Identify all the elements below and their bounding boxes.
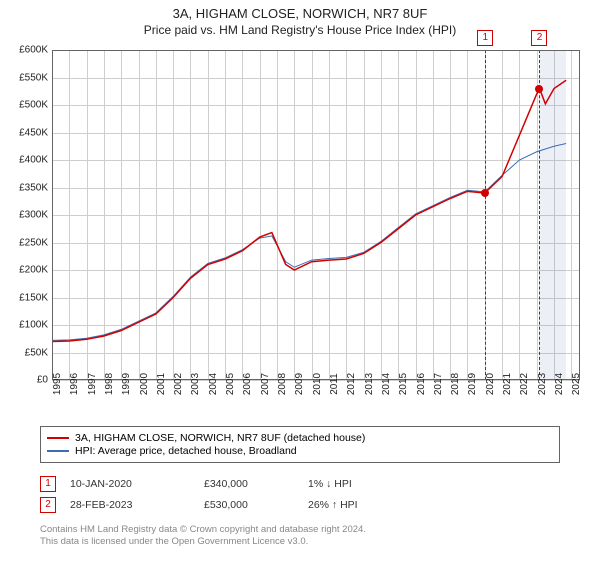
sale-row: 1 10-JAN-2020 £340,000 1% ↓ HPI — [40, 476, 560, 492]
x-axis-label: 2022 — [519, 373, 530, 395]
legend-label: HPI: Average price, detached house, Broa… — [75, 445, 297, 457]
y-axis-label: £250K — [6, 237, 48, 248]
y-axis-label: £500K — [6, 100, 48, 111]
sale-row: 2 28-FEB-2023 £530,000 26% ↑ HPI — [40, 497, 560, 513]
y-axis-label: £550K — [6, 72, 48, 83]
series-line — [52, 80, 566, 341]
x-axis-label: 2012 — [346, 373, 357, 395]
sale-index: 1 — [40, 476, 56, 492]
line-series-svg — [52, 50, 580, 380]
footer-attribution: Contains HM Land Registry data © Crown c… — [40, 524, 560, 549]
sale-price: £530,000 — [204, 499, 294, 511]
y-axis-label: £0 — [6, 375, 48, 386]
footer-line-1: Contains HM Land Registry data © Crown c… — [40, 524, 560, 536]
x-axis-label: 2025 — [571, 373, 582, 395]
legend: 3A, HIGHAM CLOSE, NORWICH, NR7 8UF (deta… — [40, 426, 560, 463]
legend-swatch — [47, 437, 69, 439]
y-axis-label: £600K — [6, 45, 48, 56]
x-axis-label: 2006 — [242, 373, 253, 395]
y-axis-label: £350K — [6, 182, 48, 193]
x-axis-label: 2014 — [381, 373, 392, 395]
x-axis-label: 2002 — [173, 373, 184, 395]
y-axis-label: £50K — [6, 347, 48, 358]
x-axis-label: 2009 — [294, 373, 305, 395]
x-axis-label: 2016 — [416, 373, 427, 395]
sale-marker-vline — [485, 50, 486, 380]
sale-date: 10-JAN-2020 — [70, 478, 190, 490]
plot-area: £0£50K£100K£150K£200K£250K£300K£350K£400… — [52, 50, 580, 380]
x-axis-label: 2018 — [450, 373, 461, 395]
chart-subtitle: Price paid vs. HM Land Registry's House … — [0, 23, 600, 37]
series-line — [52, 144, 566, 341]
sale-price: £340,000 — [204, 478, 294, 490]
x-axis-label: 2007 — [260, 373, 271, 395]
legend-item: 3A, HIGHAM CLOSE, NORWICH, NR7 8UF (deta… — [47, 432, 553, 444]
x-axis-label: 2003 — [190, 373, 201, 395]
legend-label: 3A, HIGHAM CLOSE, NORWICH, NR7 8UF (deta… — [75, 432, 365, 444]
sale-marker-vline — [539, 50, 540, 380]
x-axis-label: 2013 — [364, 373, 375, 395]
x-axis-label: 2008 — [277, 373, 288, 395]
sale-date: 28-FEB-2023 — [70, 499, 190, 511]
x-axis-label: 2017 — [433, 373, 444, 395]
x-axis-label: 2020 — [485, 373, 496, 395]
x-axis-label: 2011 — [329, 373, 340, 395]
sale-marker-dot — [481, 189, 489, 197]
chart-container: { "title": "3A, HIGHAM CLOSE, NORWICH, N… — [0, 6, 600, 566]
x-axis-label: 1995 — [52, 373, 63, 395]
x-axis-label: 2005 — [225, 373, 236, 395]
x-axis-label: 2021 — [502, 373, 513, 395]
x-axis-label: 2015 — [398, 373, 409, 395]
x-axis-label: 2001 — [156, 373, 167, 395]
y-axis-label: £200K — [6, 265, 48, 276]
chart-title: 3A, HIGHAM CLOSE, NORWICH, NR7 8UF — [0, 6, 600, 21]
sales-table: 1 10-JAN-2020 £340,000 1% ↓ HPI 2 28-FEB-2023… — [40, 471, 560, 518]
sale-marker-index: 2 — [531, 30, 547, 46]
y-axis-label: £100K — [6, 320, 48, 331]
x-axis-label: 2010 — [312, 373, 323, 395]
x-axis-label: 1998 — [104, 373, 115, 395]
y-axis-label: £150K — [6, 292, 48, 303]
y-axis-label: £400K — [6, 155, 48, 166]
sale-marker-dot — [535, 85, 543, 93]
sale-delta: 1% ↓ HPI — [308, 478, 398, 490]
legend-item: HPI: Average price, detached house, Broa… — [47, 445, 553, 457]
x-axis-label: 2004 — [208, 373, 219, 395]
x-axis-label: 1997 — [87, 373, 98, 395]
sale-delta: 26% ↑ HPI — [308, 499, 398, 511]
legend-swatch — [47, 450, 69, 452]
y-axis-label: £300K — [6, 210, 48, 221]
sale-marker-index: 1 — [477, 30, 493, 46]
x-axis-label: 2023 — [537, 373, 548, 395]
sale-index: 2 — [40, 497, 56, 513]
x-axis-label: 1999 — [121, 373, 132, 395]
x-axis-label: 1996 — [69, 373, 80, 395]
x-axis-label: 2019 — [467, 373, 478, 395]
footer-line-2: This data is licensed under the Open Gov… — [40, 536, 560, 548]
x-axis-label: 2000 — [139, 373, 150, 395]
x-axis-label: 2024 — [554, 373, 565, 395]
y-axis-label: £450K — [6, 127, 48, 138]
